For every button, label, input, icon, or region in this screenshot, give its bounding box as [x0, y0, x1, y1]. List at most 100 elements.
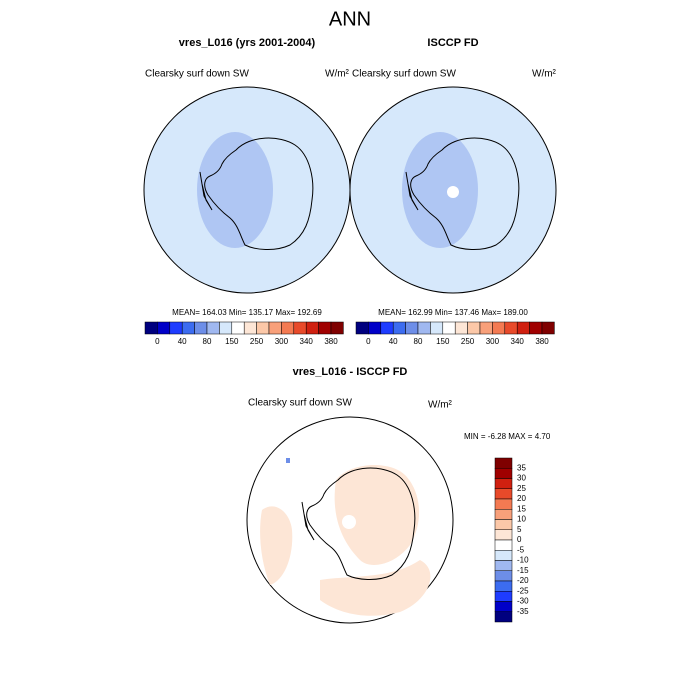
colorbar-box	[380, 321, 394, 335]
colorbar-label: -25	[517, 586, 529, 595]
colorbar-box	[494, 498, 513, 510]
colorbar-box	[454, 321, 468, 335]
missing-data	[447, 186, 459, 198]
colorbar-label: 250	[250, 337, 264, 346]
colorbar: 0 40 80 150 250 300 340 380	[355, 321, 555, 346]
colorbar-box	[492, 321, 506, 335]
units-label: W/m²	[325, 69, 350, 80]
map-region	[260, 506, 293, 585]
colorbar-box	[355, 321, 369, 335]
colorbar-label: 300	[486, 337, 500, 346]
panel-title: vres_L016 (yrs 2001-2004)	[179, 37, 316, 49]
colorbar-box	[194, 321, 208, 335]
units-label: W/m²	[532, 69, 557, 80]
colorbar-label: 0	[155, 337, 160, 346]
colorbar-box	[494, 611, 513, 623]
colorbar: 0 40 80 150 250 300 340 380	[144, 321, 344, 346]
colorbar-label: 380	[324, 337, 338, 346]
colorbar-box	[479, 321, 493, 335]
colorbar-box	[494, 591, 513, 602]
panel-title: vres_L016 - ISCCP FD	[293, 366, 408, 378]
colorbar-label: 250	[461, 337, 475, 346]
colorbar-box	[256, 321, 270, 335]
colorbar-box	[494, 601, 513, 612]
colorbar-box	[281, 321, 295, 335]
map-region	[320, 560, 431, 616]
colorbar-box	[305, 321, 319, 335]
colorbar-box	[494, 570, 513, 582]
colorbar-label: 30	[517, 474, 526, 483]
colorbar-box	[494, 550, 513, 561]
colorbar-box	[231, 321, 245, 335]
colorbar-box	[144, 321, 158, 335]
colorbar-box	[243, 321, 257, 335]
colorbar-box	[318, 321, 332, 335]
colorbar-label: -10	[517, 556, 529, 565]
colorbar-box	[494, 478, 513, 489]
stats: MIN = -6.28 MAX = 4.70	[464, 432, 551, 441]
colorbar-box	[494, 457, 513, 469]
colorbar-label: 25	[517, 484, 526, 493]
colorbar-label: 150	[436, 337, 450, 346]
colorbar-label: 340	[300, 337, 314, 346]
colorbar-label: 80	[203, 337, 212, 346]
colorbar-label: -30	[517, 597, 529, 606]
figure-title: ANN	[329, 8, 371, 30]
colorbar-box	[181, 321, 195, 335]
map-region	[286, 458, 290, 463]
colorbar-box	[494, 560, 513, 571]
colorbar-box	[541, 321, 555, 335]
colorbar-label: -35	[517, 607, 529, 616]
variable-label: Clearsky surf down SW	[352, 69, 456, 80]
colorbar-box	[268, 321, 282, 335]
colorbar-label: 40	[178, 337, 187, 346]
colorbar-box	[169, 321, 183, 335]
colorbar-label: 80	[414, 337, 423, 346]
colorbar-label: -15	[517, 566, 529, 575]
colorbar-label: 300	[275, 337, 289, 346]
colorbar-box	[494, 468, 513, 479]
colorbar-box	[157, 321, 171, 335]
colorbar-label: 20	[517, 494, 526, 503]
colorbar-box	[529, 321, 543, 335]
colorbar-label: 0	[517, 535, 522, 544]
colorbar-box	[494, 509, 513, 520]
map-region	[334, 464, 420, 565]
colorbar-label: 10	[517, 515, 526, 524]
variable-label: Clearsky surf down SW	[145, 69, 249, 80]
colorbar-box	[494, 539, 513, 551]
colorbar-box	[330, 321, 344, 335]
missing-data	[342, 515, 356, 529]
colorbar-box	[417, 321, 431, 335]
map-region	[197, 132, 273, 248]
units-label: W/m²	[428, 400, 453, 411]
colorbar-box	[494, 488, 513, 500]
colorbar-box	[494, 529, 513, 541]
colorbar-box	[293, 321, 307, 335]
colorbar-box	[206, 321, 220, 335]
colorbar-label: 340	[511, 337, 525, 346]
colorbar-box	[405, 321, 419, 335]
colorbar-box	[467, 321, 481, 335]
colorbar-box	[368, 321, 382, 335]
colorbar-box	[219, 321, 233, 335]
map-region	[402, 132, 478, 248]
colorbar-label: 15	[517, 504, 526, 513]
colorbar-box	[442, 321, 456, 335]
colorbar-label: -5	[517, 545, 525, 554]
colorbar-label: 5	[517, 525, 522, 534]
colorbar-label: 0	[366, 337, 371, 346]
panel-title: ISCCP FD	[427, 37, 478, 49]
colorbar-box	[494, 580, 513, 592]
colorbar-box	[392, 321, 406, 335]
stats: MEAN= 164.03 Min= 135.17 Max= 192.69	[172, 308, 322, 317]
colorbar-box	[504, 321, 518, 335]
colorbar-label: 35	[517, 463, 526, 472]
colorbar-box	[494, 519, 513, 530]
colorbar-label: 380	[535, 337, 549, 346]
colorbar-label: 150	[225, 337, 239, 346]
stats: MEAN= 162.99 Min= 137.46 Max= 189.00	[378, 308, 528, 317]
colorbar-box	[516, 321, 530, 335]
